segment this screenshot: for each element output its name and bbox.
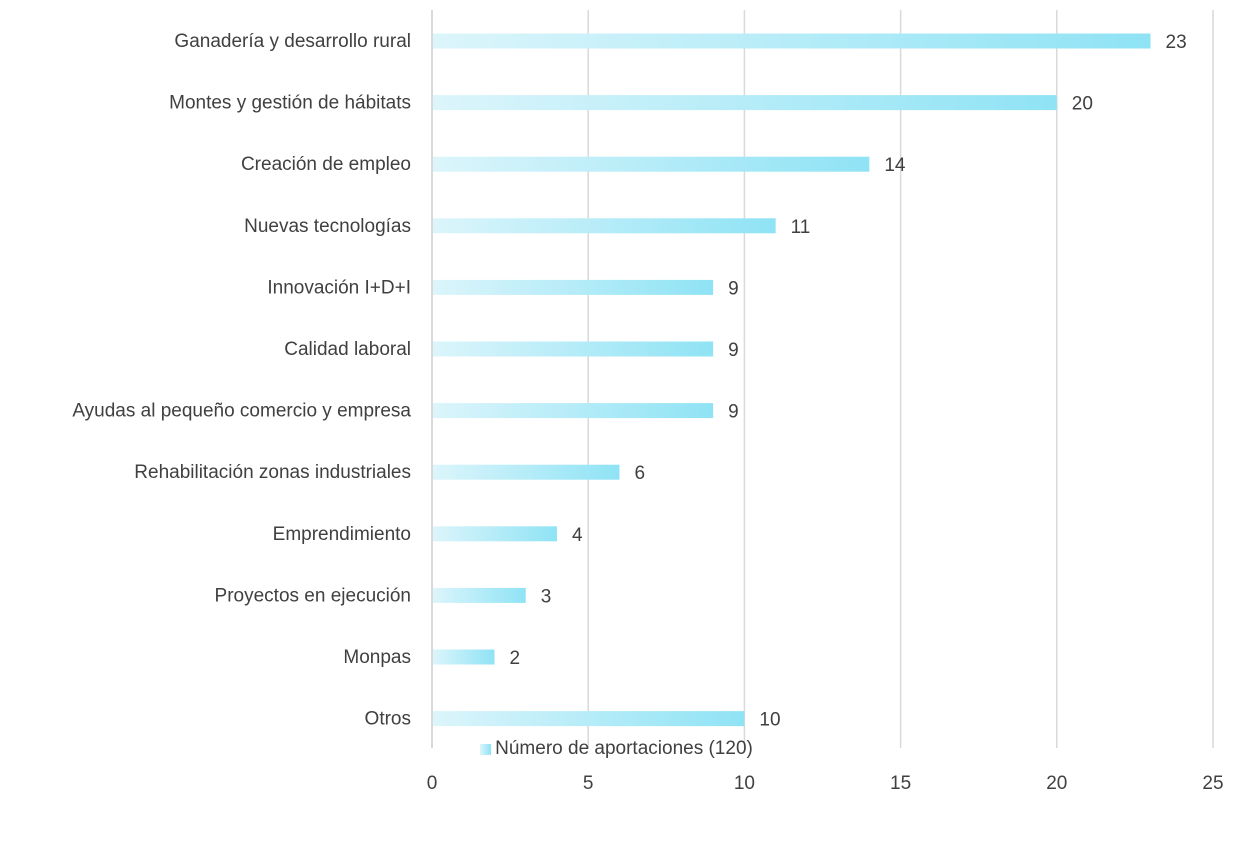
data-label: 9 — [728, 278, 739, 299]
data-label: 20 — [1072, 94, 1093, 115]
bar — [433, 464, 620, 480]
data-label: 11 — [791, 217, 811, 238]
bars — [433, 33, 1151, 727]
x-tick-label: 20 — [1046, 773, 1067, 794]
bar — [433, 403, 714, 419]
category-label: Innovación I+D+I — [267, 277, 411, 298]
bar — [433, 711, 745, 727]
category-label: Proyectos en ejecución — [215, 585, 411, 606]
data-label: 10 — [759, 710, 780, 731]
bar — [433, 279, 714, 295]
category-label: Monpas — [343, 647, 411, 668]
data-labels: 23 20 14 11 9 9 9 6 4 3 2 10 — [509, 32, 1186, 731]
category-label: Montes y gestión de hábitats — [169, 93, 411, 114]
bar — [433, 526, 557, 542]
bar — [433, 341, 714, 357]
bar — [433, 33, 1151, 49]
bar — [433, 156, 870, 172]
category-label: Otros — [365, 709, 411, 730]
data-label: 6 — [634, 463, 645, 484]
legend: Número de aportaciones (120) — [0, 736, 1233, 762]
category-label: Emprendimiento — [273, 524, 411, 545]
bar — [433, 649, 495, 665]
category-label: Calidad laboral — [284, 339, 411, 360]
bar — [433, 218, 776, 234]
data-label: 14 — [884, 155, 906, 176]
x-tick-label: 10 — [734, 773, 755, 794]
x-tick-label: 15 — [890, 773, 911, 794]
category-labels: Ganadería y desarrollo rural Montes y ges… — [72, 31, 411, 730]
category-label: Creación de empleo — [241, 154, 411, 175]
data-label: 3 — [541, 586, 552, 607]
data-label: 9 — [728, 340, 739, 361]
category-label: Rehabilitación zonas industriales — [134, 462, 411, 483]
data-label: 9 — [728, 402, 739, 423]
gridlines — [431, 10, 1214, 748]
category-label: Nuevas tecnologías — [244, 216, 411, 237]
x-tick-label: 5 — [583, 773, 594, 794]
data-label: 4 — [572, 525, 583, 546]
data-label: 2 — [509, 648, 520, 669]
data-label: 23 — [1166, 32, 1187, 53]
legend-label: Número de aportaciones (120) — [495, 738, 753, 759]
category-label: Ayudas al pequeño comercio y empresa — [72, 401, 411, 422]
x-axis-tick-labels: 0 5 10 15 20 25 — [427, 773, 1224, 794]
legend-swatch — [480, 743, 492, 755]
x-tick-label: 0 — [427, 773, 438, 794]
category-label: Ganadería y desarrollo rural — [174, 31, 411, 52]
bar — [433, 95, 1057, 111]
bar — [433, 587, 526, 603]
x-tick-label: 25 — [1202, 773, 1223, 794]
